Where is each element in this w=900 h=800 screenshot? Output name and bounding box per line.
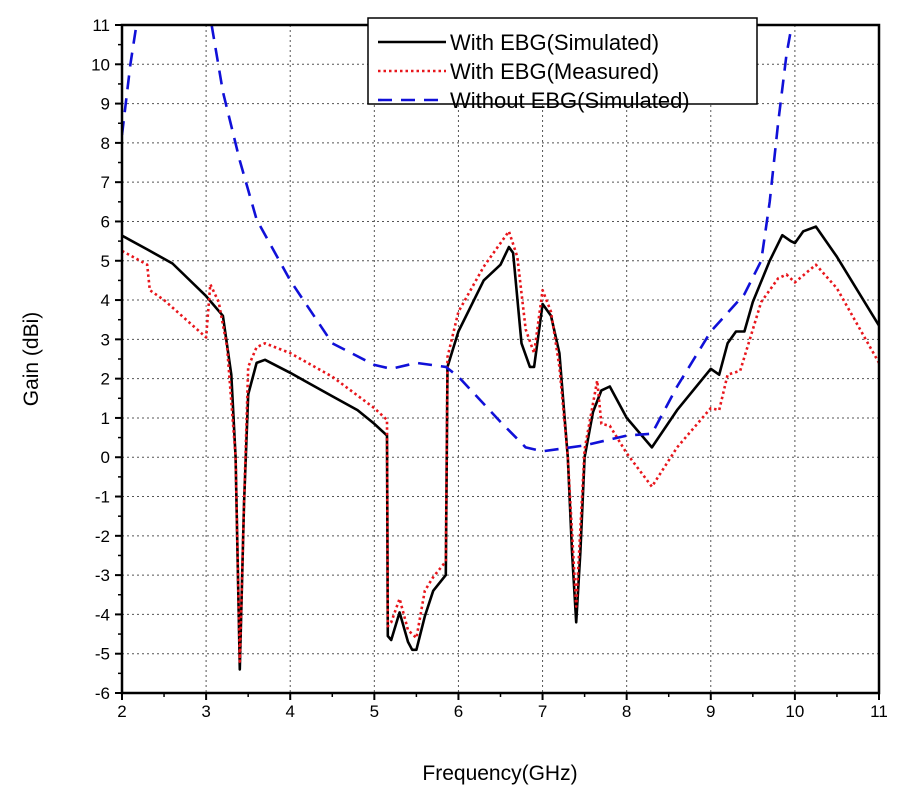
x-tick-label: 3 — [201, 702, 210, 721]
y-tick-label: 11 — [92, 16, 110, 35]
y-tick-label: -2 — [95, 527, 110, 546]
grid — [122, 25, 879, 693]
series-line-1 — [122, 230, 879, 663]
y-tick-label: -4 — [95, 605, 110, 624]
legend-label-1: With EBG(Measured) — [450, 59, 659, 84]
y-tick-label: 4 — [101, 291, 110, 310]
legend-box — [367, 17, 758, 105]
axis-ticks: 2 3 4 5 6 7 8 9 10 11 -6 -5 -4 -3 -2 -1 0 1 2 3 4 5 6 7 8 9 10 11 — [91, 16, 888, 721]
x-axis-title: Frequency(GHz) — [422, 762, 577, 785]
y-tick-label: 6 — [101, 212, 110, 231]
series-line-0 — [122, 225, 879, 671]
legend: With EBG(Simulated) With EBG(Measured) Wit… — [367, 17, 758, 113]
y-axis-title: Gain (dBi) — [20, 312, 43, 407]
legend-label-2: Without EBG(Simulated) — [450, 88, 690, 113]
y-tick-label: 3 — [101, 330, 110, 349]
x-tick-label: 7 — [538, 702, 547, 721]
y-tick-label: 0 — [101, 448, 110, 467]
y-tick-label: 8 — [101, 134, 110, 153]
y-tick-label: 9 — [101, 95, 110, 114]
y-tick-label: -1 — [95, 488, 110, 507]
series-group — [122, 25, 879, 671]
x-tick-label: 10 — [785, 702, 804, 721]
x-tick-label: 6 — [454, 702, 463, 721]
x-tick-label: 4 — [285, 702, 294, 721]
x-tick-label: 11 — [870, 702, 888, 721]
y-tick-label: 10 — [91, 55, 110, 74]
plot-frame — [120, 23, 881, 695]
series-line-2 — [122, 25, 794, 453]
x-tick-label: 5 — [370, 702, 379, 721]
x-tick-label: 8 — [622, 702, 631, 721]
y-tick-label: -6 — [95, 684, 110, 703]
y-tick-label: 7 — [101, 173, 110, 192]
x-tick-label: 9 — [706, 702, 715, 721]
y-tick-label: -5 — [95, 645, 110, 664]
legend-label-0: With EBG(Simulated) — [450, 30, 659, 55]
y-tick-label: 2 — [101, 370, 110, 389]
y-tick-label: 5 — [101, 252, 110, 271]
y-tick-label: -3 — [95, 566, 110, 585]
y-tick-label: 1 — [101, 409, 110, 428]
x-tick-label: 2 — [117, 702, 126, 721]
